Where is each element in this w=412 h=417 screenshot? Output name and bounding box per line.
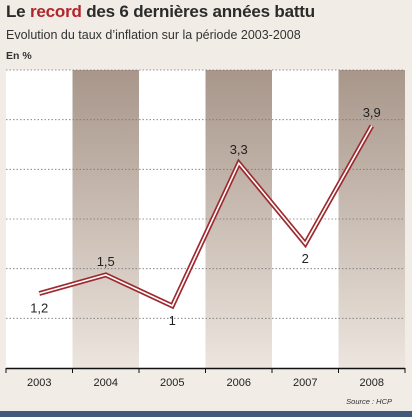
title-prefix: Le [6,2,30,21]
unit-label: En % [6,50,32,62]
bottom-bar [0,411,412,417]
data-label: 2 [302,251,309,266]
data-label: 3,9 [363,105,381,120]
data-label: 3,3 [230,142,248,157]
x-tick-label: 2004 [94,377,118,389]
chart-title: Le record des 6 dernières années battu [6,2,315,22]
x-tick-label: 2008 [360,377,384,389]
data-label: 1,5 [97,254,115,269]
chart-subtitle: Evolution du taux d’inflation sur la pér… [6,28,301,42]
x-tick-label: 2005 [160,377,184,389]
x-tick-label: 2006 [227,377,251,389]
title-accent: record [29,2,82,21]
title-suffix: des 6 dernières années battu [81,2,315,21]
data-label: 1 [169,313,176,328]
x-tick-label: 2007 [293,377,317,389]
source-note: Source : HCP [346,397,392,406]
x-tick-label: 2003 [27,377,51,389]
data-labels: 1,2 1,5 1 3,3 2 3,9 [30,105,381,328]
grid-lines [6,69,405,319]
data-label: 1,2 [30,301,48,316]
x-axis: 2003 2004 2005 2006 2007 2008 [5,367,406,389]
series-line-inner [39,125,373,307]
series-line [38,124,374,310]
